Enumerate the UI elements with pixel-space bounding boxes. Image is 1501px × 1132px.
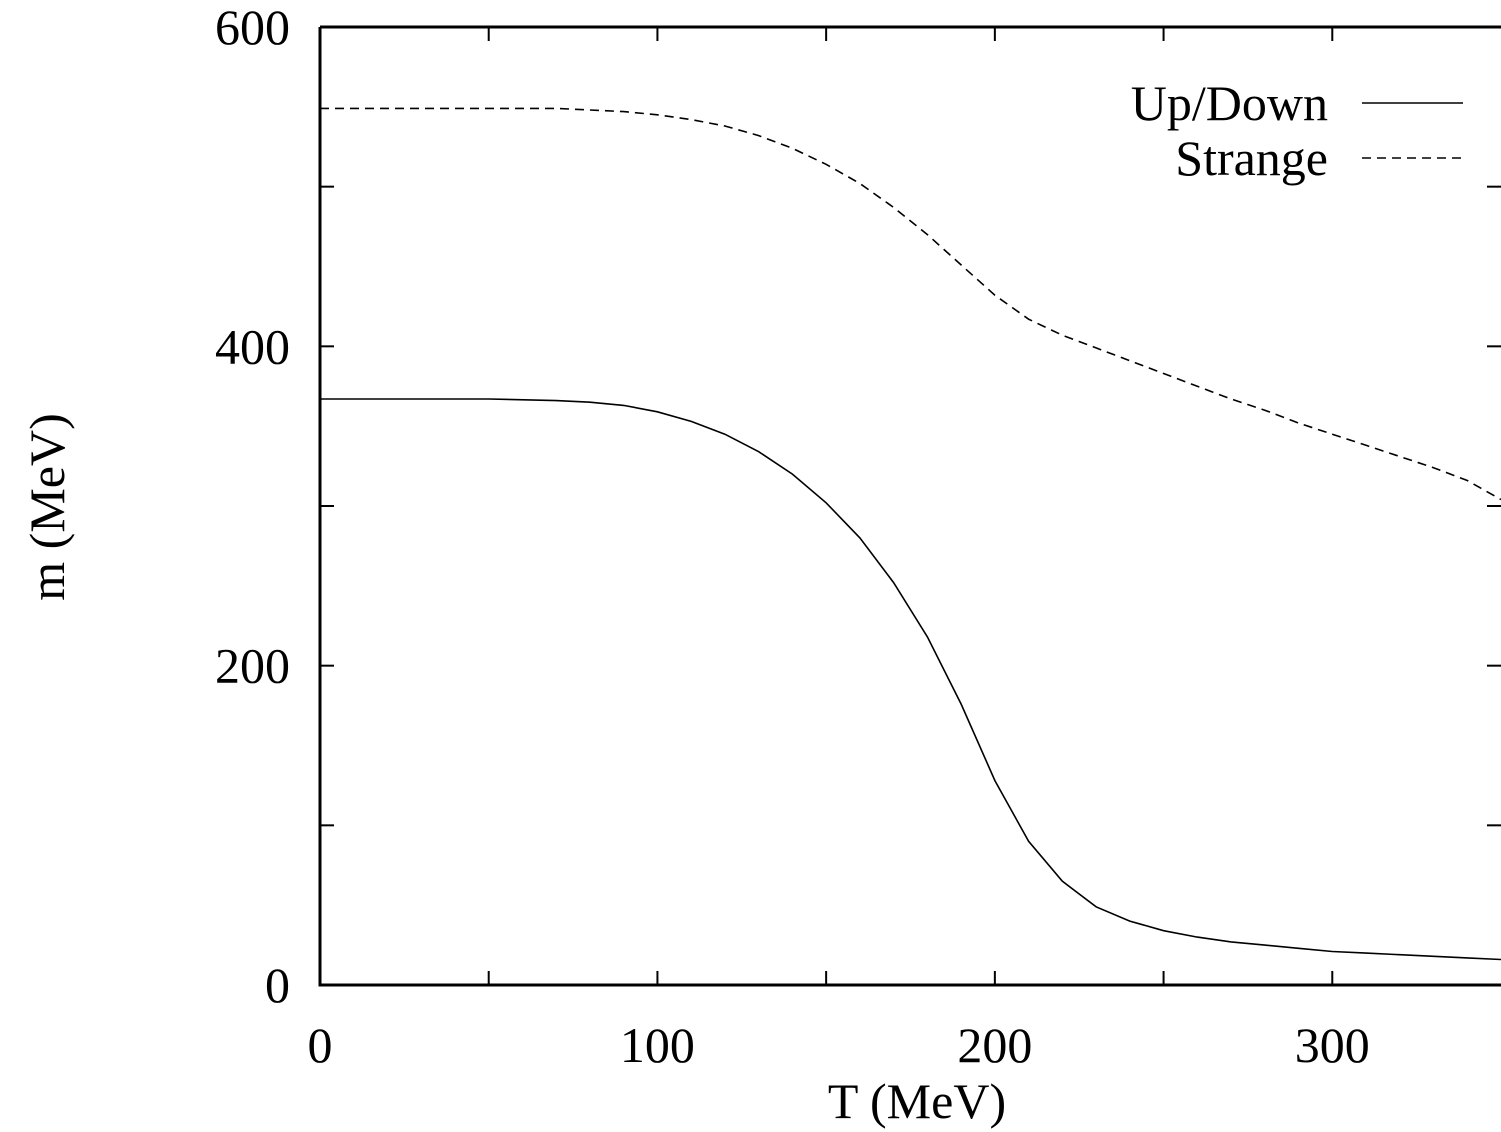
x-tick-label: 300 — [1295, 1017, 1370, 1073]
y-tick-label: 600 — [215, 0, 290, 55]
y-axis-title: m (MeV) — [19, 413, 75, 600]
x-tick-label: 0 — [308, 1017, 333, 1073]
y-tick-label: 200 — [215, 638, 290, 694]
x-tick-label: 100 — [620, 1017, 695, 1073]
plot-frame — [318, 25, 1501, 987]
series-line-1 — [320, 107, 1501, 501]
legend-label: Strange — [1175, 130, 1328, 186]
ticks-layer — [319, 26, 1501, 986]
legend-label: Up/Down — [1131, 75, 1328, 131]
y-tick-label: 0 — [265, 957, 290, 1013]
series-layer — [320, 107, 1501, 961]
series-line-0 — [320, 398, 1501, 961]
y-tick-label: 400 — [215, 318, 290, 374]
x-axis-title: T (MeV) — [828, 1073, 1006, 1129]
tick-labels: 0 100 200 300 0 200 400 600 — [215, 0, 1370, 1073]
x-tick-label: 200 — [957, 1017, 1032, 1073]
axis-frame-left-bottom — [318, 27, 1501, 987]
